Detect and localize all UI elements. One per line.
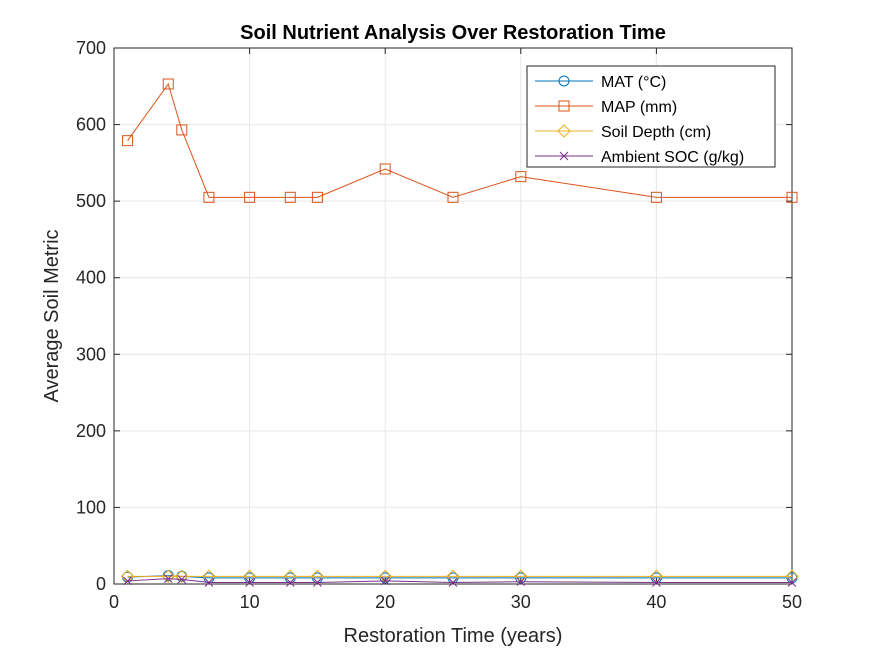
x-tick-label: 30 [511, 592, 531, 612]
series-line-map-mm [127, 82, 792, 198]
series-ambient-soc-g-kg [123, 574, 797, 587]
x-tick-label: 40 [646, 592, 666, 612]
data-point-ambient-soc-g-kg [787, 578, 797, 587]
data-point-map-mm [203, 191, 215, 203]
series-map-mm [122, 78, 798, 203]
legend-marker-ambient-soc-g-kg [559, 151, 569, 161]
data-point-ambient-soc-g-kg [245, 578, 254, 587]
data-point-ambient-soc-g-kg [448, 578, 458, 587]
data-point-map-mm [786, 191, 798, 203]
x-axis-label: Restoration Time (years) [344, 625, 563, 647]
data-point-ambient-soc-g-kg [652, 578, 661, 587]
y-tick-label: 200 [76, 421, 106, 441]
data-point-map-mm [122, 135, 134, 147]
data-point-soil-depth-cm [175, 569, 189, 584]
data-point-ambient-soc-g-kg [380, 576, 390, 586]
legend-item-map-mm: MAP (mm) [535, 99, 677, 116]
series-soil-depth-cm [120, 569, 799, 584]
legend-item-soil-depth-cm: Soil Depth (cm) [535, 124, 711, 141]
y-tick-label: 500 [76, 191, 106, 211]
legend-item-mat-c: MAT (°C) [535, 74, 666, 91]
data-point-map-mm [311, 191, 323, 203]
x-tick-label: 20 [375, 592, 395, 612]
data-point-map-mm [244, 191, 256, 203]
x-tick-label: 0 [109, 592, 119, 612]
data-point-map-mm [515, 171, 527, 183]
data-point-ambient-soc-g-kg [163, 574, 173, 583]
y-tick-label: 0 [96, 574, 106, 594]
data-point-map-mm [176, 124, 188, 136]
y-tick-label: 700 [76, 38, 106, 58]
chart-title: Soil Nutrient Analysis Over Restoration … [240, 22, 666, 44]
data-point-ambient-soc-g-kg [285, 578, 295, 587]
series-group [120, 78, 799, 587]
legend-marker-soil-depth-cm [557, 124, 571, 138]
y-tick-label: 300 [76, 344, 106, 364]
y-axis-label: Average Soil Metric [41, 229, 63, 402]
data-point-ambient-soc-g-kg [313, 578, 322, 587]
data-point-map-mm [284, 191, 296, 203]
legend-marker-map-mm [558, 100, 570, 112]
legend-label-mat-c: MAT (°C) [601, 74, 666, 91]
data-point-map-mm [162, 78, 174, 90]
y-tick-label: 100 [76, 497, 106, 517]
series-line-ambient-soc-g-kg [127, 578, 792, 583]
legend-label-map-mm: MAP (mm) [601, 99, 677, 116]
x-tick-label: 50 [782, 592, 802, 612]
data-point-ambient-soc-g-kg [123, 576, 132, 586]
legend: MAT (°C) MAP (mm) Soil Depth (cm) Ambient S… [526, 65, 776, 168]
data-point-ambient-soc-g-kg [177, 575, 187, 584]
y-tick-label: 400 [76, 268, 106, 288]
data-point-ambient-soc-g-kg [516, 577, 526, 587]
legend-item-ambient-soc-g-kg: Ambient SOC (g/kg) [535, 149, 744, 166]
y-tick-label: 600 [76, 115, 106, 135]
legend-marker-mat-c [558, 75, 570, 87]
legend-label-soil-depth-cm: Soil Depth (cm) [601, 124, 711, 141]
data-point-map-mm [379, 163, 391, 175]
x-tick-label: 10 [240, 592, 260, 612]
data-point-map-mm [650, 191, 662, 203]
legend-label-ambient-soc-g-kg: Ambient SOC (g/kg) [601, 149, 744, 166]
data-point-ambient-soc-g-kg [204, 578, 214, 587]
data-point-soil-depth-cm [120, 569, 135, 584]
data-point-soil-depth-cm [161, 569, 175, 584]
plot-area-frame [113, 47, 793, 585]
data-point-map-mm [447, 191, 459, 203]
data-point-soil-depth-cm [378, 569, 392, 584]
